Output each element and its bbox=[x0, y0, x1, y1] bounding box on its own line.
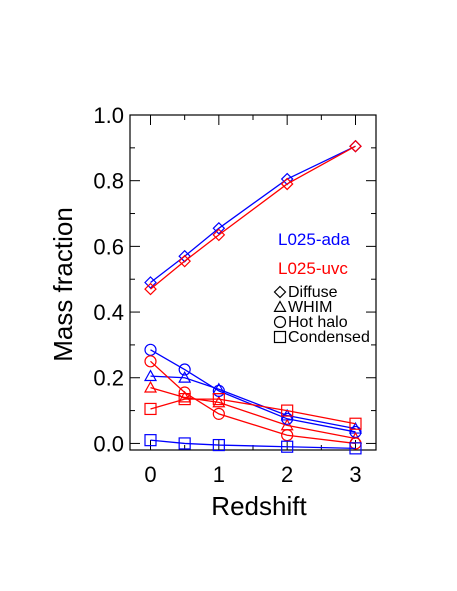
legend-label-whim: WHIM bbox=[288, 299, 332, 316]
data-point-square bbox=[144, 402, 157, 416]
series-line bbox=[150, 145, 356, 284]
series-l025-uvc-whim bbox=[143, 380, 363, 444]
legend-square-icon bbox=[273, 330, 287, 344]
series-layer bbox=[143, 139, 363, 455]
series-line bbox=[150, 145, 356, 290]
data-point-circle bbox=[178, 363, 191, 376]
data-point-diamond bbox=[280, 177, 294, 191]
series-l025-ada-condensed bbox=[144, 434, 362, 455]
data-point-triangle bbox=[212, 395, 226, 408]
x-tick-label: 1 bbox=[213, 462, 225, 487]
series-line bbox=[150, 386, 356, 440]
data-point-diamond bbox=[144, 282, 157, 296]
series-line bbox=[150, 439, 356, 450]
data-point-square bbox=[281, 404, 294, 417]
legend-circle-icon bbox=[273, 315, 287, 329]
legend-diamond-icon bbox=[273, 285, 287, 299]
series-l025-ada-hot-halo bbox=[144, 343, 362, 439]
data-point-square bbox=[144, 434, 157, 447]
series-line bbox=[150, 349, 356, 433]
legend-triangle-icon bbox=[273, 300, 287, 312]
x-tick-label: 0 bbox=[144, 462, 156, 487]
simulation-labels: L025-ada L025-uvc bbox=[278, 230, 350, 278]
data-point-triangle bbox=[143, 369, 158, 382]
simulation-label-l025-uvc: L025-uvc bbox=[278, 259, 348, 278]
series-l025-uvc-diffuse bbox=[144, 139, 362, 296]
data-point-diamond bbox=[212, 228, 226, 242]
data-point-diamond bbox=[178, 254, 192, 268]
x-tick-label: 2 bbox=[281, 462, 293, 487]
y-axis-title: Mass fraction bbox=[48, 207, 78, 362]
x-tick-labels: 0 1 2 3 bbox=[144, 462, 361, 487]
data-point-circle bbox=[281, 412, 294, 425]
x-tick-label: 3 bbox=[349, 462, 361, 487]
data-point-triangle bbox=[178, 371, 192, 383]
y-tick-label: 1.0 bbox=[93, 103, 124, 128]
series-line bbox=[150, 375, 356, 430]
legend-label-condensed: Condensed bbox=[288, 329, 370, 346]
y-tick-label: 0.4 bbox=[93, 300, 124, 325]
data-point-circle bbox=[212, 384, 225, 397]
data-point-square bbox=[178, 392, 191, 406]
y-tick-labels: 0.0 0.2 0.4 0.6 0.8 1.0 bbox=[93, 103, 124, 456]
y-tick-label: 0.0 bbox=[93, 431, 124, 456]
axis-ticks bbox=[130, 114, 376, 450]
data-point-diamond bbox=[212, 221, 226, 235]
data-point-circle bbox=[178, 386, 191, 399]
y-tick-label: 0.6 bbox=[93, 234, 124, 259]
plot-border bbox=[129, 114, 377, 451]
data-point-triangle bbox=[143, 380, 158, 393]
data-point-square bbox=[281, 440, 294, 453]
data-point-square bbox=[349, 417, 362, 430]
data-point-square bbox=[349, 442, 362, 455]
data-point-square bbox=[212, 438, 225, 452]
data-point-diamond bbox=[144, 276, 157, 289]
data-point-circle bbox=[144, 355, 157, 368]
plot-frame bbox=[129, 114, 377, 451]
series-line bbox=[150, 398, 356, 425]
legend-label-hot-halo: Hot halo bbox=[288, 314, 348, 331]
data-point-square bbox=[212, 392, 225, 406]
x-axis-title: Redshift bbox=[211, 491, 307, 521]
data-point-circle bbox=[212, 407, 225, 420]
data-point-square bbox=[178, 437, 191, 450]
data-point-diamond bbox=[349, 139, 362, 153]
y-tick-label: 0.2 bbox=[93, 366, 124, 391]
legend-label-diffuse: Diffuse bbox=[288, 284, 338, 301]
simulation-label-l025-ada: L025-ada bbox=[278, 230, 350, 249]
series-l025-uvc-condensed bbox=[144, 392, 362, 430]
series-line bbox=[150, 360, 356, 445]
y-tick-label: 0.8 bbox=[93, 169, 124, 194]
